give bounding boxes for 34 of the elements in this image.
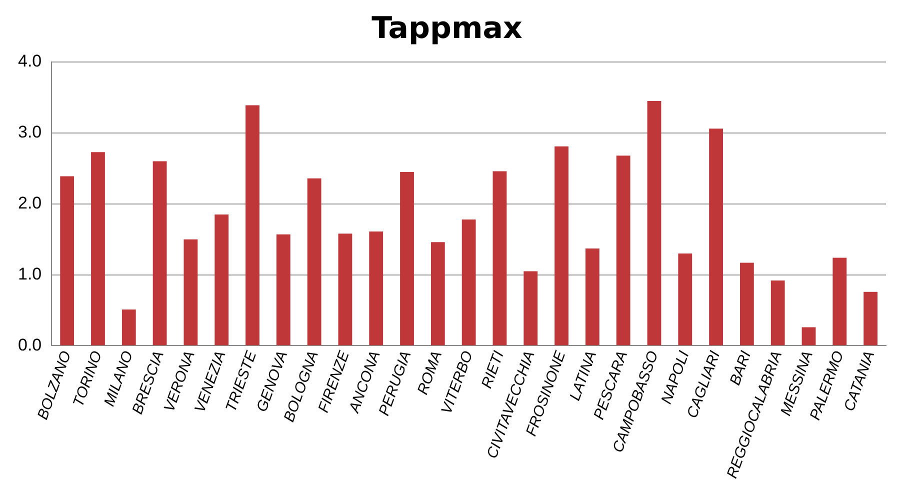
- bar: [91, 152, 105, 346]
- bar: [492, 171, 507, 346]
- bar: [524, 271, 538, 346]
- bar: [307, 178, 322, 346]
- chart-title: Tappmax: [372, 10, 522, 46]
- bar: [400, 172, 414, 346]
- y-tick-label: 2.0: [18, 194, 42, 213]
- bar: [554, 146, 568, 346]
- y-tick-label: 1.0: [18, 264, 42, 284]
- bar: [709, 128, 723, 346]
- bar: [369, 232, 384, 346]
- bar: [60, 176, 74, 346]
- bar: [770, 280, 785, 346]
- bar: [276, 234, 290, 346]
- bar: [430, 242, 445, 346]
- bar: [338, 234, 352, 346]
- bar: [585, 248, 600, 346]
- bar: [462, 219, 476, 346]
- x-tick-label: ROMA: [414, 348, 446, 397]
- bar: [647, 101, 662, 346]
- bar: [740, 262, 754, 346]
- bar: [152, 161, 167, 346]
- bar: [246, 105, 260, 346]
- y-tick-label: 4.0: [18, 52, 42, 71]
- bar: [184, 239, 198, 346]
- bar: [678, 254, 692, 346]
- y-tick-label: 3.0: [18, 122, 42, 142]
- bar: [864, 292, 878, 346]
- bar: [214, 214, 229, 346]
- bar: [832, 258, 847, 346]
- bar: [616, 156, 630, 346]
- bar: [802, 327, 816, 346]
- y-tick-label: 0.0: [18, 335, 42, 354]
- bar: [122, 310, 136, 346]
